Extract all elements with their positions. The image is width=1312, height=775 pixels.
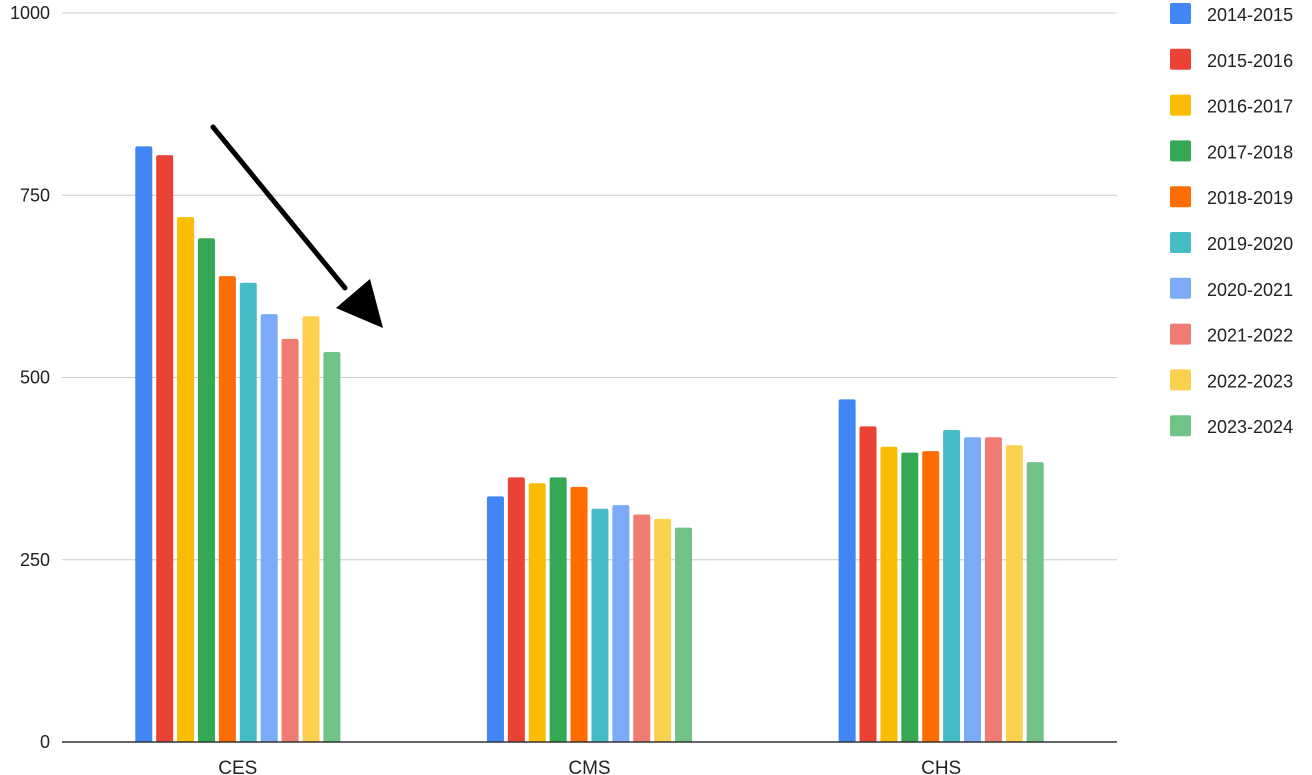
legend-label: 2020-2021 — [1207, 280, 1293, 300]
bar-ces-2022-2023 — [302, 316, 320, 742]
legend-label: 2015-2016 — [1207, 51, 1293, 71]
legend-label: 2022-2023 — [1207, 371, 1293, 391]
y-tick-label: 0 — [40, 732, 50, 752]
legend-label: 2018-2019 — [1207, 188, 1293, 208]
x-category-label: CES — [218, 758, 257, 775]
annotations — [210, 124, 383, 328]
y-tick-label: 500 — [20, 368, 50, 388]
bar-ces-2023-2024 — [323, 351, 341, 742]
legend-swatch — [1170, 369, 1191, 391]
legend-swatch — [1170, 3, 1191, 24]
legend-label: 2017-2018 — [1207, 142, 1293, 162]
bar-ces-2017-2018 — [197, 238, 215, 743]
y-tick-label: 1000 — [10, 3, 50, 23]
y-tick-label: 750 — [20, 185, 50, 205]
legend-swatch — [1170, 140, 1191, 162]
gridlines — [62, 12, 1117, 561]
bar-chs-2023-2024 — [1026, 462, 1044, 742]
bar-ces-2021-2022 — [281, 338, 299, 742]
legend-swatch — [1170, 323, 1191, 345]
bar-cms-2020-2021 — [612, 505, 630, 742]
bars — [135, 146, 1044, 743]
legend-swatch — [1170, 186, 1191, 208]
bar-cms-2015-2016 — [507, 477, 525, 742]
annotation-arrow — [210, 124, 348, 291]
bar-chs-2014-2015 — [838, 399, 856, 742]
bar-cms-2023-2024 — [675, 527, 693, 742]
y-tick-label: 250 — [20, 550, 50, 570]
bar-cms-2022-2023 — [654, 518, 672, 742]
bar-ces-2016-2017 — [177, 217, 195, 742]
bar-ces-2019-2020 — [239, 282, 257, 742]
bar-chs-2018-2019 — [922, 451, 940, 742]
bar-chs-2020-2021 — [964, 437, 982, 742]
bar-cms-2014-2015 — [486, 496, 504, 742]
legend-swatch — [1170, 232, 1191, 253]
legend-label: 2023-2024 — [1207, 417, 1293, 437]
bar-chs-2017-2018 — [901, 452, 919, 742]
bar-chs-2016-2017 — [880, 446, 898, 742]
bar-ces-2015-2016 — [156, 155, 174, 742]
bar-chs-2015-2016 — [859, 426, 877, 742]
bar-cms-2018-2019 — [570, 486, 588, 742]
annotation-arrowhead — [336, 279, 383, 328]
legend-label: 2014-2015 — [1207, 5, 1293, 25]
bar-chs-2021-2022 — [984, 437, 1002, 742]
x-category-label: CMS — [568, 758, 610, 775]
bar-cms-2017-2018 — [549, 477, 567, 742]
x-axis-labels: CES CMS CHS — [218, 758, 961, 775]
y-axis-ticks: 0 250 500 750 1000 — [10, 3, 50, 752]
bar-cms-2019-2020 — [591, 508, 609, 742]
legend-swatch — [1170, 48, 1191, 70]
legend-swatch — [1170, 277, 1191, 299]
bar-ces-2020-2021 — [260, 314, 278, 742]
bar-ces-2014-2015 — [135, 146, 153, 743]
legend-label: 2016-2017 — [1207, 97, 1293, 117]
bar-chs-2019-2020 — [943, 429, 961, 742]
legend-label: 2019-2020 — [1207, 234, 1293, 254]
x-category-label: CHS — [921, 758, 961, 775]
bar-cms-2016-2017 — [528, 483, 546, 742]
legend-swatch — [1170, 94, 1191, 116]
bar-cms-2021-2022 — [633, 514, 651, 742]
legend-label: 2021-2022 — [1207, 326, 1293, 346]
legend-swatch — [1170, 415, 1191, 437]
legend: 2014-2015 2015-2016 2016-2017 2017-2018 2018… — [1170, 3, 1293, 437]
bar-chs-2022-2023 — [1005, 445, 1023, 742]
bar-ces-2018-2019 — [218, 276, 236, 742]
